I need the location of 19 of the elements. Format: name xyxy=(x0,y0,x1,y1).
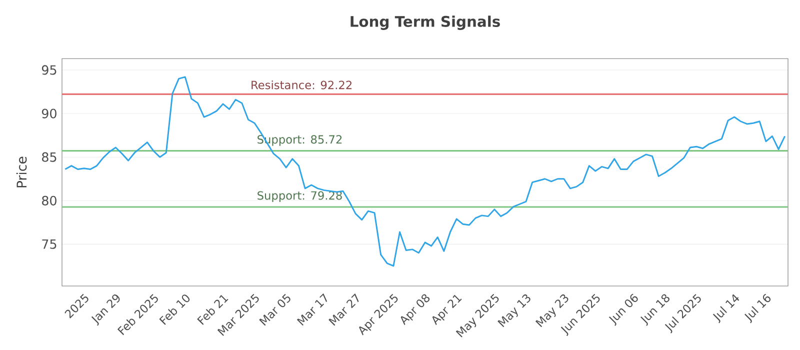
x-tick-label: Jan 29 xyxy=(91,294,120,326)
x-tick-label: Feb 10 xyxy=(159,294,190,325)
x-tick-label: Jul 14 xyxy=(712,294,740,324)
line-series xyxy=(64,76,786,267)
y-tick-label: 85 xyxy=(42,152,56,162)
x-tick-label: Apr 08 xyxy=(400,294,430,326)
y-tick-label: 95 xyxy=(42,65,56,75)
x-tick-label: Mar 17 xyxy=(296,293,328,326)
y-tick-label: 90 xyxy=(42,108,56,118)
x-tick-label: Mar 05 xyxy=(259,294,290,326)
ref-line-label: Resistance: 92.22 xyxy=(252,80,352,90)
x-tick-label: Jul 16 xyxy=(744,294,771,324)
x-tick-label: Jun 06 xyxy=(608,294,638,326)
x-tick-label: Mar 27 xyxy=(328,293,359,326)
y-axis-title: Price xyxy=(16,156,27,188)
chart-title: Long Term Signals xyxy=(350,16,500,30)
y-tick-label: 80 xyxy=(42,196,56,206)
x-tick-label: Apr 21 xyxy=(432,294,462,326)
y-tick-label: 75 xyxy=(42,239,56,249)
